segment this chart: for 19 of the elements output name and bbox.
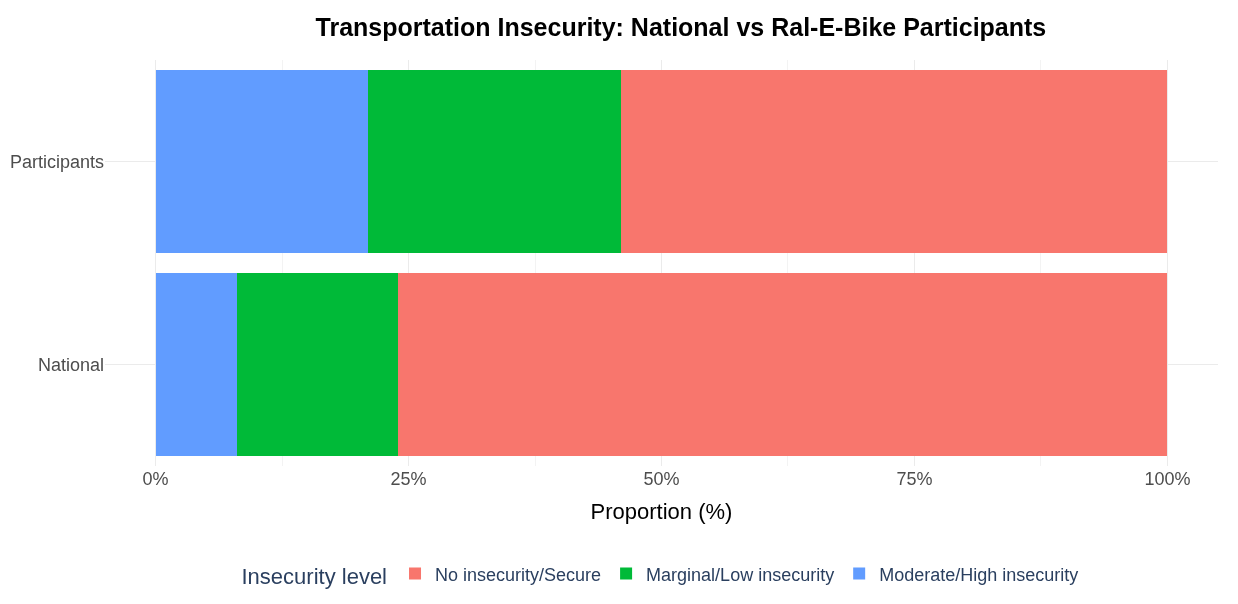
legend-label: Marginal/Low insecurity (646, 564, 835, 585)
bar (398, 273, 1168, 456)
x-axis-title: Proportion (%) (590, 498, 733, 524)
legend-label: No insecurity/Secure (435, 564, 602, 585)
bar (155, 273, 237, 456)
y-tick-label: National (37, 354, 104, 375)
legend-label: Moderate/High insecurity (879, 564, 1079, 585)
bar (155, 70, 369, 253)
x-tick-label: 0% (142, 469, 169, 489)
chart-title: Transportation Insecurity: National vs Ral-E-Bike Participants (315, 12, 1047, 41)
x-tick-label: 100% (1144, 469, 1191, 489)
x-tick-label: 75% (896, 469, 933, 489)
bar (368, 70, 622, 253)
x-tick-label: 25% (390, 469, 427, 489)
bar (236, 273, 399, 456)
y-tick-label: Participants (9, 151, 104, 172)
x-tick-label: 50% (643, 469, 680, 489)
bar (621, 70, 1168, 253)
legend-title: Insecurity level (241, 563, 388, 589)
